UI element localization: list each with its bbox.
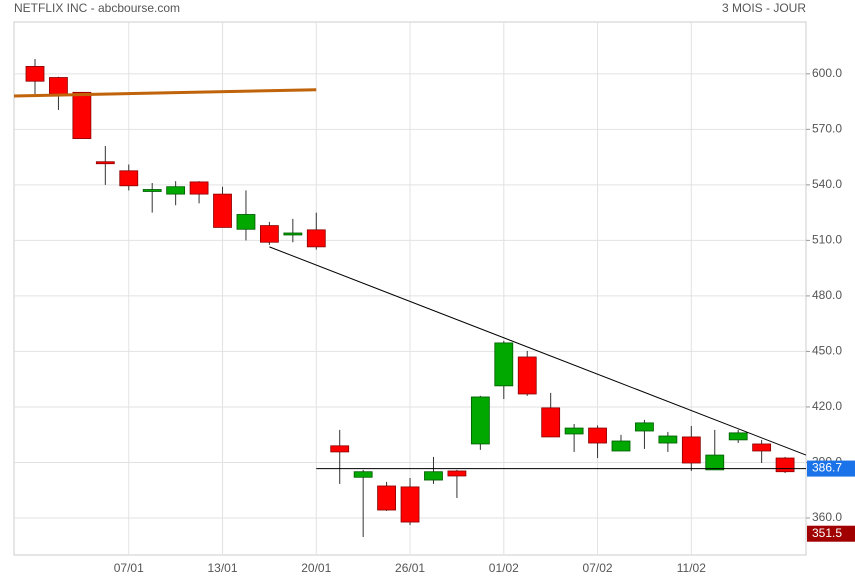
candle-body — [236, 214, 256, 230]
y-tick-label: 450.0 — [812, 344, 842, 358]
x-tick-label: 01/02 — [489, 561, 519, 575]
candle-body — [283, 232, 303, 236]
candle-body — [588, 427, 607, 444]
candle-body — [213, 193, 232, 228]
candle-body — [119, 170, 139, 187]
candle-body — [424, 471, 443, 481]
y-tick-label: 420.0 — [812, 399, 842, 413]
price-label-box — [807, 460, 855, 477]
x-tick-label: 11/02 — [677, 561, 706, 575]
candle-body — [377, 485, 397, 511]
y-tick-label: 360.0 — [812, 510, 842, 524]
x-tick-label: 13/01 — [208, 561, 238, 575]
candle-body — [752, 443, 772, 452]
candle-body — [306, 229, 326, 248]
candle-body — [517, 356, 537, 395]
y-tick-label: 540.0 — [812, 177, 842, 191]
candle-body — [658, 435, 678, 444]
candle-body — [681, 436, 701, 464]
candle-body — [72, 91, 92, 139]
candle-body — [25, 66, 45, 82]
x-tick-label: 20/01 — [301, 561, 331, 575]
candle-body — [166, 186, 186, 195]
y-tick-label: 600.0 — [812, 66, 842, 80]
trend-line — [13, 88, 317, 98]
candle-body — [330, 445, 350, 453]
candle-body — [142, 189, 162, 192]
candle-body — [353, 471, 373, 478]
chart-subtitle: 3 MOIS - JOUR — [722, 1, 806, 15]
x-tick-label: 26/01 — [395, 561, 425, 575]
y-tick-label: 570.0 — [812, 122, 842, 136]
x-tick-label: 07/01 — [114, 561, 144, 575]
candle-body — [705, 454, 725, 471]
price-label-box — [807, 525, 855, 542]
candle-body — [49, 77, 68, 95]
candle-body — [189, 181, 209, 195]
candle-body — [728, 432, 748, 441]
candle-body — [400, 486, 420, 523]
x-tick-label: 07/02 — [583, 561, 613, 575]
candle-body — [95, 161, 115, 165]
y-tick-label: 510.0 — [812, 233, 842, 247]
candle-body — [611, 440, 631, 452]
candle-body — [447, 470, 467, 477]
candle-body — [494, 342, 514, 387]
price-label: 386.7 — [812, 461, 842, 475]
candle-body — [635, 422, 654, 432]
candle-body — [470, 396, 490, 445]
candle-body — [259, 225, 279, 243]
candle-body — [775, 457, 795, 473]
price-label: 351.5 — [812, 526, 842, 540]
y-tick-label: 480.0 — [812, 288, 842, 302]
candle-body — [541, 407, 561, 438]
chart-title: NETFLIX INC - abcbourse.com — [14, 1, 180, 15]
trend-line — [269, 246, 807, 456]
candle-body — [564, 427, 584, 435]
